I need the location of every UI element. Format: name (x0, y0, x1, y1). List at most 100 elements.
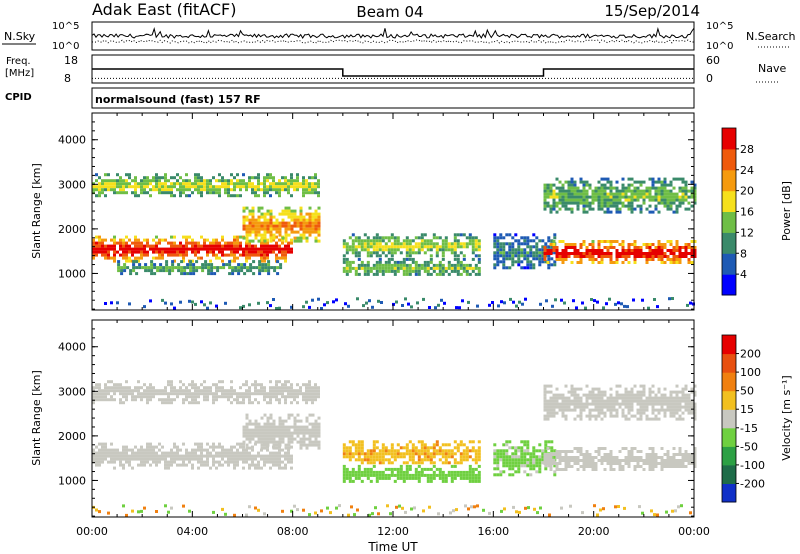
echo-cell (426, 242, 430, 246)
echo-cell (272, 419, 276, 423)
echo-cell (360, 260, 364, 264)
echo-cell (134, 457, 137, 461)
echo-cell (468, 473, 472, 477)
echo-cell (236, 247, 239, 251)
echo-cell (263, 176, 266, 180)
echo-cell (387, 239, 391, 243)
echo-cell (429, 458, 433, 462)
echo-cell (101, 188, 104, 192)
echo-cell (396, 467, 400, 471)
echo-cell (420, 242, 424, 246)
echo-cell (576, 459, 580, 462)
echo-cell (546, 384, 550, 388)
echo-cell (296, 413, 300, 417)
echo-cell (101, 448, 104, 452)
echo-cell (302, 434, 306, 438)
freq-panel: Freq. [MHz] 18 8 60 0 Nave (5, 54, 786, 85)
power-x-ticks (91, 113, 695, 310)
echo-cell (514, 251, 518, 255)
echo-cell (125, 389, 128, 393)
echo-cell (125, 250, 128, 254)
echo-cell (299, 233, 303, 237)
echo-cell (299, 437, 303, 441)
echo-cell (615, 204, 619, 208)
echo-cell (402, 257, 406, 261)
echo-cell (299, 215, 303, 219)
echo-cell (597, 261, 601, 264)
echo-cell (299, 218, 303, 222)
echo-cell (564, 384, 568, 388)
echo-cell (140, 253, 143, 257)
echo-cell (651, 177, 655, 181)
echo-cell (678, 258, 682, 261)
echo-cell (251, 445, 254, 449)
echo-cell (275, 380, 278, 384)
echo-cell (447, 455, 451, 459)
echo-cell (348, 260, 352, 264)
echo-cell (167, 463, 170, 467)
echo-cell (594, 192, 598, 196)
echo-cell (573, 390, 577, 394)
echo-cell (606, 180, 610, 184)
echo-cell (459, 245, 463, 249)
echo-cell (311, 431, 315, 435)
echo-cell (609, 192, 613, 196)
echo-cell (113, 460, 116, 464)
echo-cell (523, 455, 527, 459)
power-colorbar-label: Power [dB] (780, 181, 793, 241)
echo-cell (567, 399, 571, 403)
echo-cell (666, 198, 670, 202)
echo-cell (669, 465, 673, 468)
echo-cell (666, 399, 670, 403)
echo-cell (372, 461, 376, 465)
echo-cell (197, 448, 200, 452)
echo-cell (462, 242, 466, 246)
echo-cell (459, 266, 463, 270)
echo-cell (597, 255, 601, 258)
echo-cell (348, 479, 352, 483)
echo-cell (660, 408, 664, 412)
echo-cell (633, 186, 637, 190)
echo-cell (639, 252, 643, 255)
echo-cell (263, 428, 267, 432)
echo-cell (591, 393, 595, 397)
echo-cell (405, 251, 409, 255)
station-title: Adak East (fitACF) (92, 0, 236, 19)
echo-cell (393, 248, 397, 252)
echo-cell (314, 236, 318, 240)
echo-cell (135, 272, 139, 276)
echo-cell (423, 467, 427, 471)
echo-cell (92, 191, 95, 195)
echo-cell (672, 462, 676, 465)
echo-cell (278, 306, 281, 310)
echo-cell (254, 218, 258, 222)
echo-cell (678, 261, 682, 264)
echo-cell (230, 244, 233, 248)
echo-cell (191, 238, 194, 242)
echo-cell (149, 299, 152, 303)
echo-cell (272, 233, 276, 237)
echo-cell (687, 453, 691, 456)
echo-cell (149, 188, 152, 192)
echo-cell (666, 402, 670, 406)
echo-cell (345, 263, 349, 267)
echo-cell (558, 408, 562, 412)
echo-cell (155, 460, 158, 464)
echo-cell (564, 195, 568, 199)
echo-cell (600, 258, 604, 261)
echo-cell (149, 454, 152, 458)
echo-cell (302, 437, 306, 441)
echo-cell (191, 259, 194, 263)
echo-cell (648, 198, 652, 202)
echo-cell (552, 183, 556, 187)
echo-cell (612, 186, 616, 190)
echo-cell (254, 188, 257, 192)
echo-cell (269, 244, 272, 248)
echo-cell (555, 186, 559, 190)
echo-cell (251, 457, 254, 461)
echo-cell (308, 392, 311, 396)
echo-cell (420, 239, 424, 243)
echo-cell (188, 454, 191, 458)
echo-cell (523, 239, 527, 243)
echo-cell (642, 387, 646, 391)
